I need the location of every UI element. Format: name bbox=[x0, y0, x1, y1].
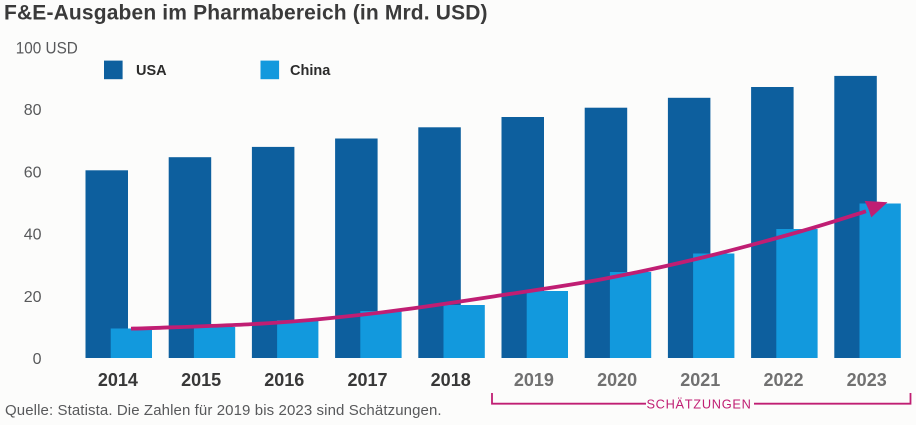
svg-text:USA: USA bbox=[136, 63, 167, 79]
svg-text:60: 60 bbox=[24, 164, 42, 181]
svg-text:0: 0 bbox=[33, 351, 42, 368]
svg-text:2021: 2021 bbox=[680, 370, 720, 390]
svg-text:2017: 2017 bbox=[347, 370, 387, 390]
svg-text:SCHÄTZUNGEN: SCHÄTZUNGEN bbox=[646, 397, 751, 412]
svg-text:Quelle: Statista. Die Zahlen f: Quelle: Statista. Die Zahlen für 2019 bi… bbox=[5, 402, 442, 419]
svg-text:2015: 2015 bbox=[181, 370, 221, 390]
svg-text:2018: 2018 bbox=[431, 370, 471, 390]
svg-text:China: China bbox=[290, 63, 331, 79]
svg-text:2014: 2014 bbox=[98, 370, 138, 390]
svg-text:2023: 2023 bbox=[847, 370, 887, 390]
svg-text:2022: 2022 bbox=[763, 370, 803, 390]
svg-text:2016: 2016 bbox=[264, 370, 304, 390]
svg-text:2019: 2019 bbox=[514, 370, 554, 390]
svg-text:2020: 2020 bbox=[597, 370, 637, 390]
svg-text:20: 20 bbox=[24, 289, 42, 306]
svg-text:80: 80 bbox=[24, 102, 42, 119]
svg-text:40: 40 bbox=[24, 227, 42, 244]
svg-text:F&E-Ausgaben im Pharmabereich: F&E-Ausgaben im Pharmabereich (in Mrd. U… bbox=[4, 2, 488, 25]
svg-text:100 USD: 100 USD bbox=[16, 39, 78, 57]
